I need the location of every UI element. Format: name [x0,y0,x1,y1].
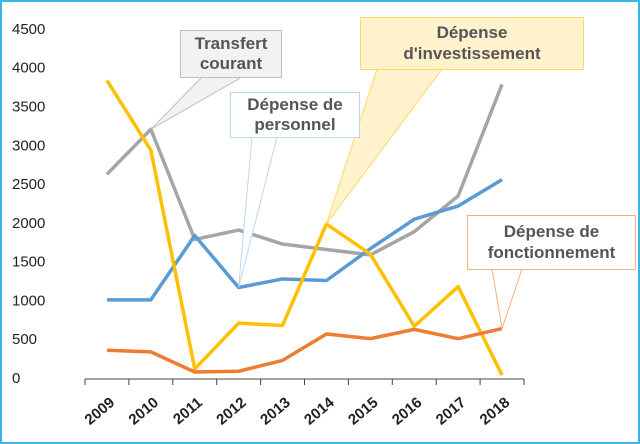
callout-pointer [238,136,278,288]
y-tick-label: 2000 [12,215,45,232]
y-tick-label: 4500 [12,21,45,38]
callout-label: Dépense de personnel [230,92,360,138]
x-tick-label: 2012 [213,394,249,428]
y-tick-label: 3000 [12,137,45,154]
x-tick-label: 2017 [433,394,469,428]
callout-label: Dépense de fonctionnement [467,215,636,270]
y-tick-label: 4000 [12,60,45,77]
callout-pointer [150,76,244,130]
y-tick-label: 1500 [12,254,45,271]
y-tick-label: 1000 [12,292,45,309]
y-tick-label: 2500 [12,176,45,193]
callout-label: Transfert courant [180,30,282,78]
x-tick-label: 2010 [125,394,161,428]
line-series [105,79,504,376]
x-tick-label: 2016 [389,394,425,428]
x-tick-label: 2014 [301,394,338,429]
x-tick-label: 2011 [170,394,206,428]
y-tick-label: 0 [12,370,20,387]
line-series [106,326,503,374]
callout-label: Dépense d'investissement [360,17,584,70]
y-tick-label: 500 [12,331,37,348]
y-tick-label: 3500 [12,99,45,116]
x-tick-label: 2009 [82,394,118,428]
callout-pointer [491,268,523,329]
x-tick-label: 2018 [477,394,513,428]
line-series [106,178,503,302]
x-tick-label: 2015 [345,394,381,428]
x-tick-label: 2013 [257,394,293,428]
